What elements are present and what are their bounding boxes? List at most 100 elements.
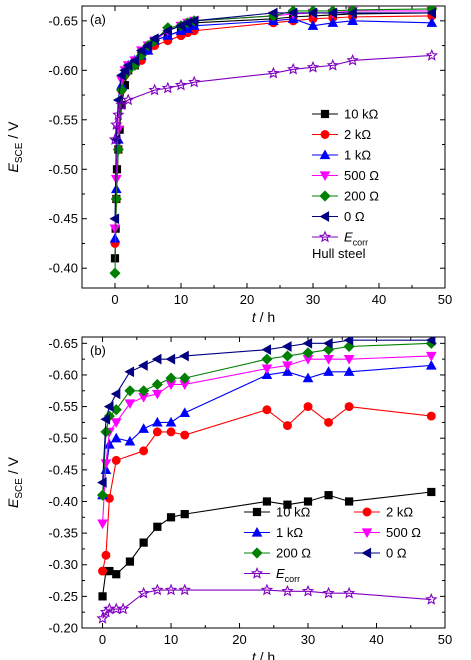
data-point xyxy=(110,175,122,185)
data-point xyxy=(109,224,121,235)
data-point xyxy=(153,522,162,531)
data-point xyxy=(138,360,148,371)
legend-marker xyxy=(319,149,331,160)
plot-area xyxy=(96,337,438,624)
x-tick-label: 20 xyxy=(232,632,246,647)
x-axis-title: t / h xyxy=(252,309,275,325)
data-point xyxy=(425,351,437,362)
data-point xyxy=(307,20,319,30)
x-tick-label: 10 xyxy=(164,632,178,647)
data-point xyxy=(101,550,111,560)
data-point xyxy=(323,366,334,376)
data-point xyxy=(301,584,315,597)
data-point xyxy=(148,83,161,96)
data-point xyxy=(346,53,359,66)
data-point xyxy=(104,439,115,449)
legend-label: 200 Ω xyxy=(344,189,379,204)
y-tick-label: -0.40 xyxy=(48,494,78,509)
data-point xyxy=(151,378,163,391)
data-point xyxy=(151,389,163,400)
data-point xyxy=(179,407,191,418)
legend-label: 10 kΩ xyxy=(344,107,379,122)
x-tick-label: 30 xyxy=(301,632,315,647)
data-point xyxy=(137,586,150,599)
data-point xyxy=(323,355,334,365)
series-4 xyxy=(109,6,438,279)
legend-marker xyxy=(361,528,373,539)
data-point xyxy=(100,459,112,470)
legend-label: 0 Ω xyxy=(344,209,365,224)
data-point xyxy=(287,7,298,19)
data-point xyxy=(282,361,293,371)
x-tick-label: 0 xyxy=(111,292,118,307)
data-point xyxy=(262,497,272,506)
x-tick-label: 40 xyxy=(372,292,386,307)
data-point xyxy=(261,353,273,365)
data-point xyxy=(112,108,125,121)
data-point xyxy=(180,430,190,440)
data-point xyxy=(262,405,272,415)
data-point xyxy=(112,570,121,579)
legend-label: 1 kΩ xyxy=(276,525,303,540)
data-point xyxy=(165,416,177,427)
x-tick-label: 0 xyxy=(99,632,106,647)
chart-panel-a: 0 10 20 30 40 50 -0.40 -0.45 -0.50 -0.55 -0.60 -0.6… xyxy=(5,5,452,325)
legend-marker xyxy=(318,230,332,243)
y-axis-title: ESCE / V xyxy=(5,456,25,508)
data-point xyxy=(267,7,278,19)
data-point xyxy=(165,372,177,384)
data-point xyxy=(109,232,121,243)
y-tick-label: -0.65 xyxy=(48,13,78,28)
data-point xyxy=(100,426,112,438)
data-point xyxy=(110,193,122,205)
data-point xyxy=(261,364,273,375)
data-point xyxy=(342,586,356,599)
y-tick-label: -0.55 xyxy=(48,112,78,127)
chart-panel-b: 0 10 20 30 40 50 -0.20 -0.25 -0.30 -0.35 -0.40 -0.4… xyxy=(5,336,452,660)
series-line xyxy=(114,12,432,259)
data-point xyxy=(427,487,436,497)
x-tick-label: 50 xyxy=(438,632,452,647)
data-point xyxy=(109,267,121,279)
x-axis-title: t / h xyxy=(252,649,275,660)
series-line xyxy=(102,364,432,496)
data-point xyxy=(96,612,109,624)
data-point xyxy=(110,388,121,400)
y-tick-label: -0.65 xyxy=(48,336,78,351)
series-line xyxy=(102,491,432,597)
series-1 xyxy=(98,402,436,576)
legend-marker xyxy=(319,211,330,222)
series-2 xyxy=(97,359,437,500)
data-point xyxy=(97,477,107,488)
data-point xyxy=(122,60,133,71)
data-point xyxy=(343,355,355,365)
data-point xyxy=(179,350,189,362)
panel-label: (b) xyxy=(90,343,106,358)
plot-area xyxy=(108,6,438,279)
series-line xyxy=(102,405,432,572)
data-point xyxy=(135,45,146,56)
data-point xyxy=(142,40,153,51)
series-1 xyxy=(110,11,437,248)
data-point xyxy=(426,17,438,27)
data-point xyxy=(109,213,120,225)
legend-marker xyxy=(319,190,331,202)
y-tick-label: -0.35 xyxy=(48,526,78,541)
y-tick-label: -0.50 xyxy=(48,162,78,177)
data-point xyxy=(426,7,436,19)
x-tick-label: 30 xyxy=(306,292,320,307)
series-0 xyxy=(110,8,436,263)
legend-marker xyxy=(251,547,263,559)
series-5 xyxy=(97,337,436,488)
data-point xyxy=(100,413,111,425)
data-point xyxy=(343,337,354,346)
data-point xyxy=(162,25,172,37)
data-point xyxy=(122,93,135,106)
data-point xyxy=(166,427,176,437)
data-point xyxy=(343,366,355,376)
data-point xyxy=(139,446,149,456)
data-point xyxy=(175,20,186,32)
data-point xyxy=(138,385,150,397)
series-line xyxy=(114,15,432,244)
legend-label: 1 kΩ xyxy=(344,148,371,163)
